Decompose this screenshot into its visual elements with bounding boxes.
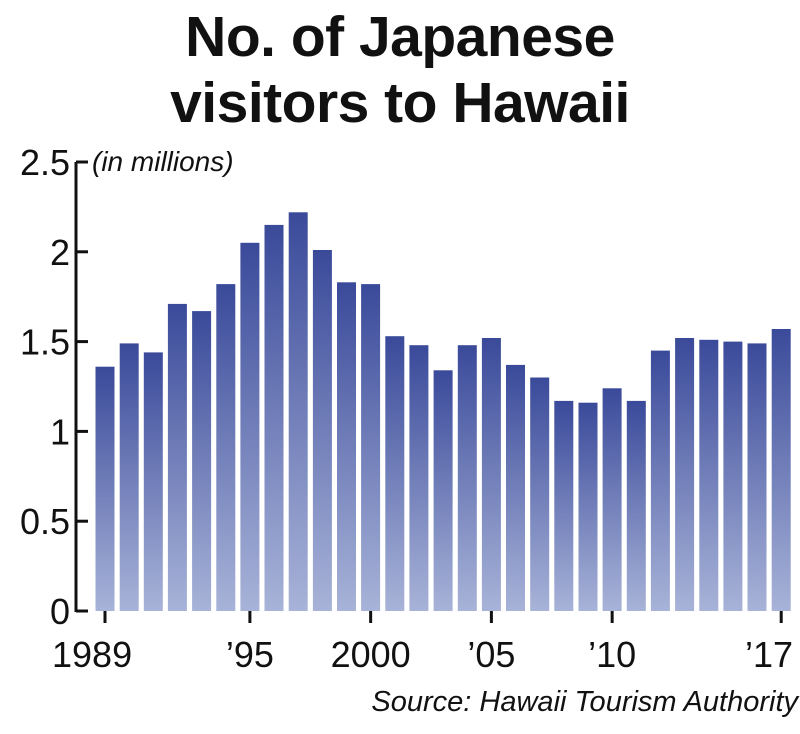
bar-1999: [337, 282, 356, 611]
bar-2013: [675, 338, 695, 611]
bar-2000: [361, 284, 381, 611]
bar-2009: [578, 402, 598, 611]
x-tick-label: ’05: [467, 634, 515, 675]
y-tick-label: 2.5: [20, 142, 70, 183]
bar-2008: [554, 400, 574, 611]
bar-1997: [288, 212, 308, 612]
y-axis-ticks: 0 0.5 1 1.5 2 2.5: [20, 142, 88, 632]
bar-1996: [264, 224, 284, 611]
bar-2011: [626, 400, 646, 611]
bar-1989: [95, 366, 115, 611]
y-tick-label: 1.5: [20, 322, 70, 363]
bar-1994: [216, 284, 236, 611]
x-axis-ticks: 1989 ’95 2000 ’05 ’10 ’17: [52, 611, 793, 675]
y-axis-unit-label: (in millions): [92, 146, 234, 177]
bar-2014: [699, 339, 719, 611]
source-note: Source: Hawaii Tourism Authority: [371, 686, 798, 718]
bar-1991: [143, 352, 163, 611]
bar-2010: [602, 388, 622, 611]
y-tick-label: 1: [50, 411, 70, 452]
bar-1995: [240, 242, 260, 612]
x-tick-label: ’95: [226, 634, 274, 675]
x-tick-label: ’17: [745, 634, 793, 675]
bar-2007: [530, 377, 550, 611]
bar-2016: [747, 343, 767, 611]
y-tick-label: 2: [50, 232, 70, 273]
bar-2002: [409, 345, 429, 611]
bar-2005: [481, 338, 501, 611]
bar-1990: [119, 343, 139, 611]
chart-title-line-1: No. of Japanese: [185, 5, 615, 69]
x-tick-label: ’10: [588, 634, 636, 675]
chart-title-line-2: visitors to Hawaii: [170, 71, 630, 135]
x-tick-label: 1989: [52, 634, 132, 675]
bar-2006: [506, 364, 525, 611]
bar-2015: [723, 341, 743, 611]
bar-2004: [457, 345, 477, 611]
bar-series: [95, 212, 791, 612]
bar-1998: [312, 250, 332, 611]
y-tick-label: 0: [50, 591, 70, 632]
y-tick-label: 0.5: [20, 501, 70, 542]
bar-2001: [385, 336, 405, 611]
bar-1993: [192, 311, 212, 611]
bar-2012: [650, 350, 670, 611]
chart-title: No. of Japanese visitors to Hawaii: [0, 4, 800, 136]
x-tick-label: 2000: [331, 634, 411, 675]
bar-1992: [167, 303, 187, 611]
bar-2017: [771, 329, 791, 611]
bar-2003: [433, 370, 453, 611]
